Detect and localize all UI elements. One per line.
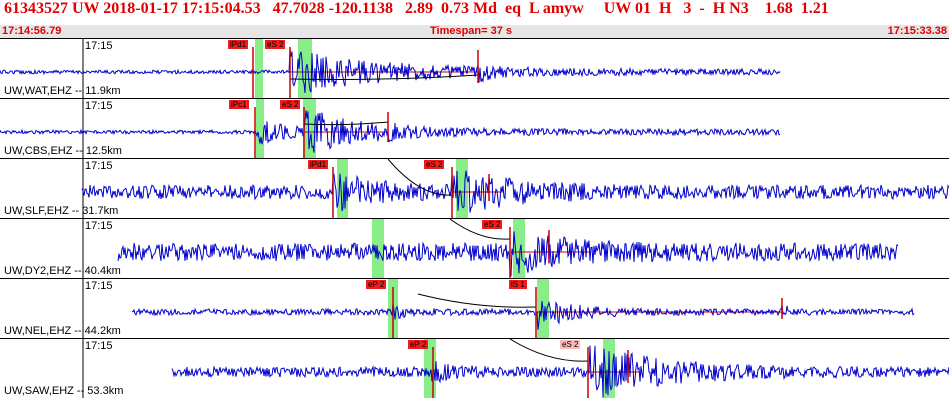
- time-tick-label: 17:15: [85, 220, 113, 232]
- pick-window: [372, 219, 384, 278]
- phase-pick-label[interactable]: iS 1: [509, 280, 527, 289]
- seismic-trace: [117, 231, 899, 277]
- waveform-panel[interactable]: 17:15 iPc1 eS 2 UW,CBS,EHZ -- 12.5km: [0, 98, 949, 158]
- phase-pick-label[interactable]: iPd1: [228, 40, 249, 49]
- phase-pick-label[interactable]: iPc1: [229, 100, 249, 109]
- waveform-canvas[interactable]: [0, 39, 949, 98]
- phase-pick-label[interactable]: eS 2: [265, 40, 286, 49]
- phase-pick-label[interactable]: eS 2: [424, 160, 445, 169]
- theoretical-arrival-curve: [303, 121, 389, 126]
- waveform-canvas[interactable]: [0, 279, 949, 338]
- waveform-panel[interactable]: 17:15 iPd1 eS 2 UW,WAT,EHZ -- 11.9km: [0, 38, 949, 98]
- waveform-canvas[interactable]: [0, 99, 949, 158]
- phase-pick-label[interactable]: eS 2: [560, 340, 581, 349]
- seismic-trace: [0, 110, 781, 153]
- waveform-canvas[interactable]: [0, 339, 949, 398]
- time-tick-label: 17:15: [85, 40, 113, 52]
- theoretical-arrival-curve: [289, 74, 479, 80]
- theoretical-arrival-curve: [509, 339, 589, 362]
- waveform-canvas[interactable]: [0, 159, 949, 218]
- theoretical-arrival-curve: [387, 159, 453, 196]
- seismic-trace: [0, 48, 781, 93]
- waveform-canvas[interactable]: [0, 219, 949, 278]
- station-label: UW,SAW,EHZ -- 53.3km: [4, 385, 124, 397]
- phase-pick-label[interactable]: eP 2: [366, 280, 387, 289]
- station-label: UW,NEL,EHZ -- 44.2km: [4, 325, 121, 337]
- phase-pick-label[interactable]: eS 2: [482, 220, 503, 229]
- theoretical-arrival-curve: [449, 219, 511, 240]
- event-header: 61343527 UW 2018-01-17 17:15:04.53 47.70…: [0, 0, 949, 38]
- time-tick-label: 17:15: [85, 160, 113, 172]
- station-label: UW,WAT,EHZ -- 11.9km: [4, 85, 121, 97]
- end-time: 17:15:33.38: [887, 25, 947, 37]
- phase-pick-label[interactable]: eP 2: [408, 340, 429, 349]
- waveform-panel[interactable]: 17:15 eS 2 UW,DY2,EHZ -- 40.4km: [0, 218, 949, 278]
- timespan-label: Timespan= 37 s: [430, 25, 513, 37]
- seismic-trace: [171, 345, 949, 398]
- theoretical-arrival-curve: [417, 293, 537, 308]
- station-label: UW,DY2,EHZ -- 40.4km: [4, 265, 121, 277]
- event-summary: 61343527 UW 2018-01-17 17:15:04.53 47.70…: [4, 0, 829, 17]
- phase-pick-label[interactable]: eS 2: [280, 100, 301, 109]
- waveform-panel[interactable]: 17:15 iPd1 eS 2 UW,SLF,EHZ -- 31.7km: [0, 158, 949, 218]
- pick-window: [256, 99, 264, 158]
- seismic-trace: [131, 300, 915, 330]
- time-tick-label: 17:15: [85, 340, 113, 352]
- pick-window: [255, 39, 263, 98]
- phase-pick-label[interactable]: iPd1: [308, 160, 329, 169]
- start-time: 17:14:56.79: [2, 25, 62, 37]
- waveform-panel[interactable]: 17:15 eP 2 iS 1 UW,NEL,EHZ -- 44.2km: [0, 278, 949, 338]
- time-tick-label: 17:15: [85, 100, 113, 112]
- waveform-panel[interactable]: 17:15 eP 2 eS 2 UW,SAW,EHZ -- 53.3km: [0, 338, 949, 398]
- seismic-trace: [81, 170, 949, 213]
- station-label: UW,SLF,EHZ -- 31.7km: [4, 205, 119, 217]
- time-bar: 17:14:56.79 Timespan= 37 s 17:15:33.38: [0, 25, 949, 38]
- station-label: UW,CBS,EHZ -- 12.5km: [4, 145, 122, 157]
- pick-window: [513, 219, 525, 278]
- pick-window: [337, 159, 348, 218]
- time-tick-label: 17:15: [85, 280, 113, 292]
